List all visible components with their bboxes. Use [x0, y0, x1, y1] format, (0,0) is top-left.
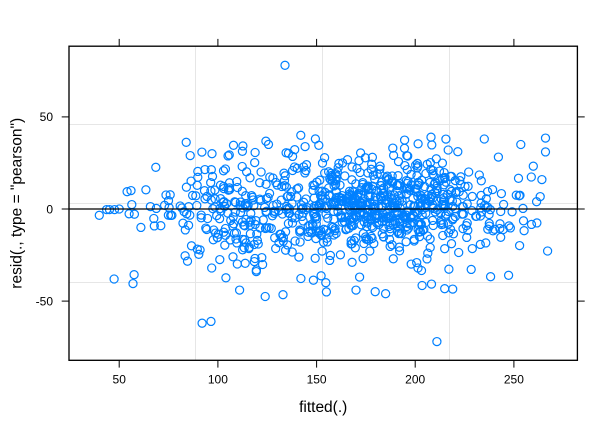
svg-text:0: 0	[46, 202, 53, 216]
svg-text:150: 150	[307, 373, 327, 387]
svg-text:250: 250	[504, 373, 524, 387]
svg-text:resid(., type = "pearson"): resid(., type = "pearson")	[9, 118, 26, 289]
svg-text:50: 50	[113, 373, 127, 387]
svg-text:100: 100	[208, 373, 228, 387]
svg-text:-50: -50	[36, 294, 54, 308]
svg-text:50: 50	[40, 110, 54, 124]
svg-text:200: 200	[405, 373, 425, 387]
svg-text:fitted(.): fitted(.)	[299, 399, 347, 416]
